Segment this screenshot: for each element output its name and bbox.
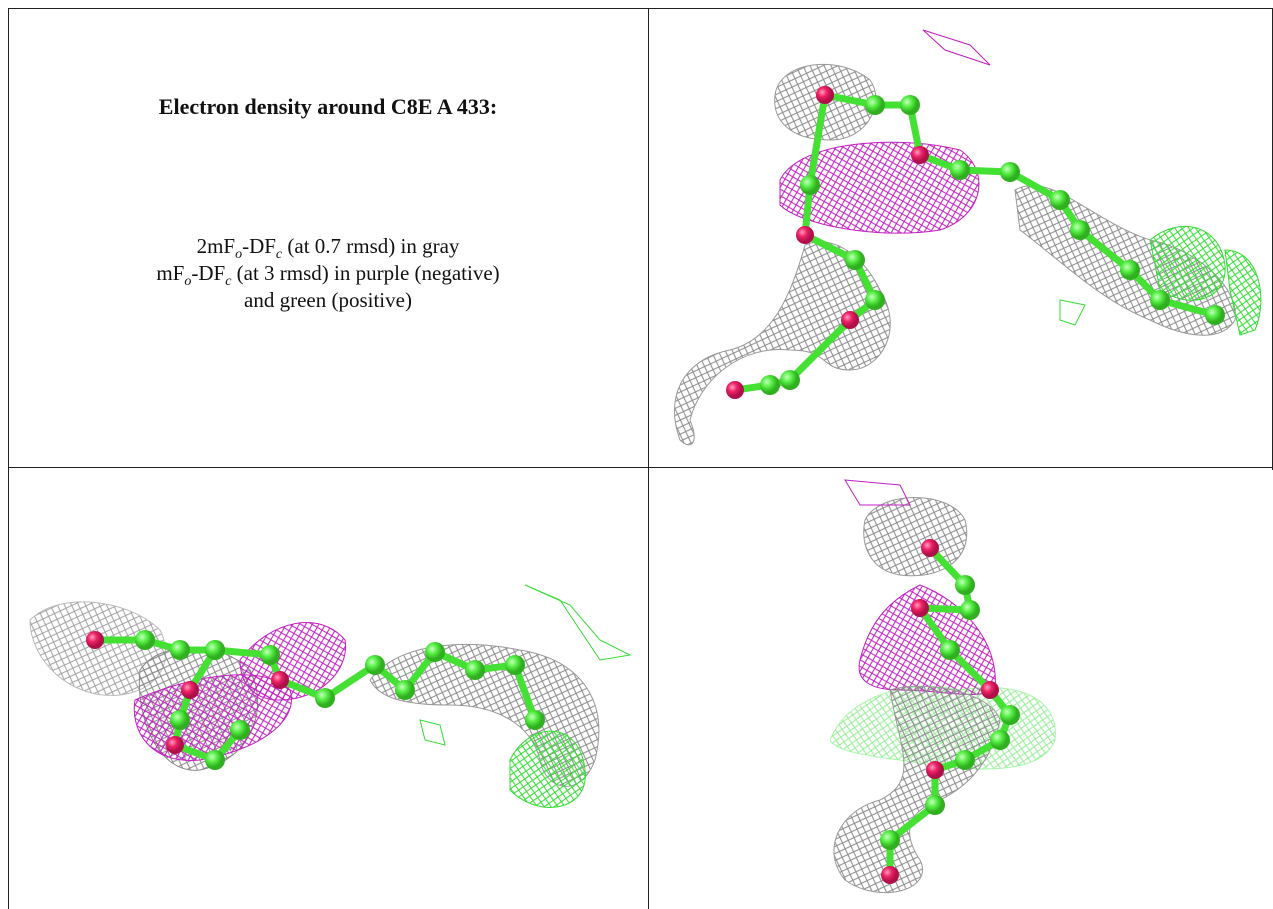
atom bbox=[1150, 290, 1170, 310]
atom bbox=[525, 710, 545, 730]
caption-line: 2mFo-DFc (at 0.7 rmsd) in gray bbox=[8, 234, 648, 263]
atom bbox=[955, 575, 975, 595]
text: -DF bbox=[242, 234, 276, 258]
atom bbox=[86, 631, 104, 649]
atom bbox=[230, 720, 250, 740]
atom bbox=[925, 795, 945, 815]
atom bbox=[271, 671, 289, 689]
atom bbox=[135, 630, 155, 650]
text: -DF bbox=[191, 261, 225, 285]
atom bbox=[845, 250, 865, 270]
atom bbox=[865, 95, 885, 115]
caption-title: Electron density around C8E A 433: bbox=[8, 94, 648, 120]
page: Electron density around C8E A 433: 2mFo-… bbox=[0, 0, 1273, 909]
caption-line: mFo-DFc (at 3 rmsd) in purple (negative) bbox=[8, 261, 648, 290]
atom bbox=[1000, 705, 1020, 725]
atom bbox=[166, 736, 184, 754]
atom bbox=[465, 660, 485, 680]
atom bbox=[800, 175, 820, 195]
atom bbox=[780, 370, 800, 390]
atom bbox=[760, 375, 780, 395]
figure-table bbox=[0, 0, 1273, 909]
atom bbox=[841, 311, 859, 329]
atom bbox=[950, 160, 970, 180]
text: mF bbox=[156, 261, 184, 285]
atom bbox=[1205, 305, 1225, 325]
atom bbox=[865, 290, 885, 310]
atom bbox=[900, 95, 920, 115]
atom bbox=[726, 381, 744, 399]
atom bbox=[911, 599, 929, 617]
atom bbox=[880, 830, 900, 850]
atom bbox=[205, 640, 225, 660]
atom bbox=[1050, 190, 1070, 210]
atom bbox=[911, 146, 929, 164]
atom bbox=[170, 640, 190, 660]
atom bbox=[796, 226, 814, 244]
text: 2mF bbox=[197, 234, 236, 258]
atom bbox=[170, 710, 190, 730]
atom bbox=[1000, 162, 1020, 182]
text: and green (positive) bbox=[244, 288, 412, 312]
atom bbox=[1070, 220, 1090, 240]
atom bbox=[990, 730, 1010, 750]
table-borders bbox=[8, 8, 1273, 909]
atom bbox=[181, 681, 199, 699]
atom bbox=[1120, 260, 1140, 280]
atom bbox=[981, 681, 999, 699]
atom bbox=[395, 680, 415, 700]
density-images bbox=[30, 30, 1261, 893]
atom bbox=[960, 600, 980, 620]
atom bbox=[955, 750, 975, 770]
atom bbox=[205, 750, 225, 770]
atom bbox=[505, 655, 525, 675]
atom bbox=[365, 655, 385, 675]
atom bbox=[921, 539, 939, 557]
caption-line: and green (positive) bbox=[8, 288, 648, 313]
atom bbox=[926, 761, 944, 779]
text: (at 0.7 rmsd) in gray bbox=[282, 234, 459, 258]
atom bbox=[881, 866, 899, 884]
atom bbox=[315, 688, 335, 708]
atom bbox=[940, 640, 960, 660]
atom bbox=[425, 642, 445, 662]
atom bbox=[260, 645, 280, 665]
text: (at 3 rmsd) in purple (negative) bbox=[231, 261, 499, 285]
atom bbox=[816, 86, 834, 104]
